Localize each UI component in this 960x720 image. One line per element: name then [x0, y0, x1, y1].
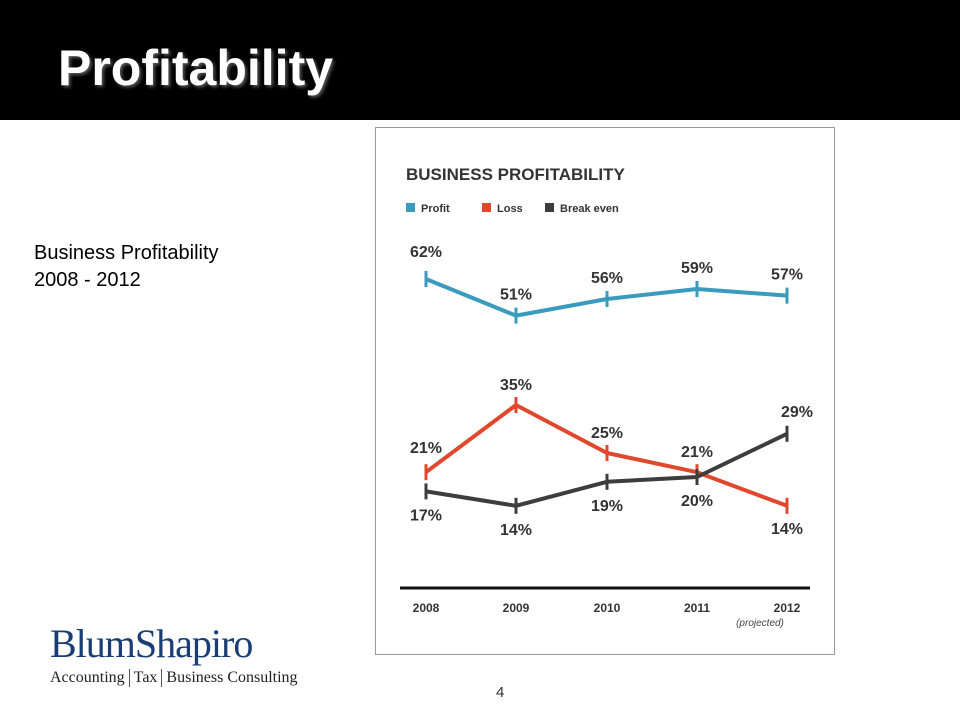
x-tick-label-0: 2008	[413, 601, 440, 615]
x-tick-label-4: 2012	[774, 601, 801, 615]
logo-tagline: Accounting Tax Business Consulting	[50, 668, 298, 688]
legend-label-1: Loss	[497, 203, 523, 215]
legend-label-0: Profit	[421, 203, 450, 215]
data-label-2-0: 17%	[410, 507, 442, 524]
legend-swatch-0	[406, 203, 415, 212]
chart-title: BUSINESS PROFITABILITY	[406, 165, 625, 184]
logo-tag-accounting: Accounting	[50, 669, 125, 686]
x-tick-label-3: 2011	[684, 601, 710, 615]
data-label-1-1: 35%	[500, 377, 532, 394]
data-label-0-3: 59%	[681, 260, 713, 277]
blumshapiro-logo: BlumShapiro Accounting Tax Business Consul…	[50, 621, 298, 692]
data-label-0-4: 57%	[771, 267, 803, 284]
x-axis-labels: 2008 2009 2010 2011 2012	[413, 601, 801, 615]
data-label-2-2: 19%	[591, 498, 623, 515]
chart-legend: Profit Loss Break even	[406, 203, 619, 215]
data-label-1-3: 21%	[681, 444, 713, 461]
chart-frame: BUSINESS PROFITABILITY Profit Loss Break e…	[375, 127, 835, 655]
page-number: 4	[496, 684, 505, 701]
profitability-chart: BUSINESS PROFITABILITY Profit Loss Break e…	[400, 165, 813, 629]
logo-name: BlumShapiro	[50, 621, 253, 666]
data-label-0-1: 51%	[500, 287, 532, 304]
logo-tag-consulting: Business Consulting	[166, 669, 298, 686]
series-2: 17% 14% 19% 20% 29%	[410, 404, 813, 539]
logo-separator	[161, 669, 163, 688]
series-line-2	[425, 431, 788, 508]
legend-label-2: Break even	[560, 203, 619, 215]
data-label-1-0: 21%	[410, 440, 442, 457]
logo-tag-tax: Tax	[133, 669, 158, 686]
x-tick-label-2: 2010	[594, 601, 621, 615]
data-label-2-1: 14%	[500, 522, 532, 539]
data-label-2-4: 29%	[781, 404, 813, 421]
series-0: 62% 51% 56% 59% 57%	[410, 244, 803, 324]
data-label-2-3: 20%	[681, 493, 713, 510]
subtitle-line-2: 2008 - 2012	[34, 269, 141, 291]
data-label-1-2: 25%	[591, 425, 623, 442]
logo-separator	[128, 669, 130, 688]
data-label-0-2: 56%	[591, 270, 623, 287]
slide-title: Profitability	[58, 40, 334, 96]
title-bar	[0, 0, 960, 120]
data-label-0-0: 62%	[410, 244, 442, 261]
series-layer: 62%51%56%59% 57%21%35%25%21%14%17%14%19% 2…	[410, 244, 813, 539]
x-tick-label-1: 2009	[503, 601, 530, 615]
legend-swatch-2	[545, 203, 554, 212]
series-1: 21% 35% 25% 21% 14%	[410, 377, 803, 538]
data-label-1-4: 14%	[771, 521, 803, 538]
slide-subtitle: Business Profitability 2008 - 2012	[34, 240, 219, 294]
subtitle-line-1: Business Profitability	[34, 242, 219, 264]
legend-swatch-1	[482, 203, 491, 212]
projected-note: (projected)	[736, 618, 784, 629]
